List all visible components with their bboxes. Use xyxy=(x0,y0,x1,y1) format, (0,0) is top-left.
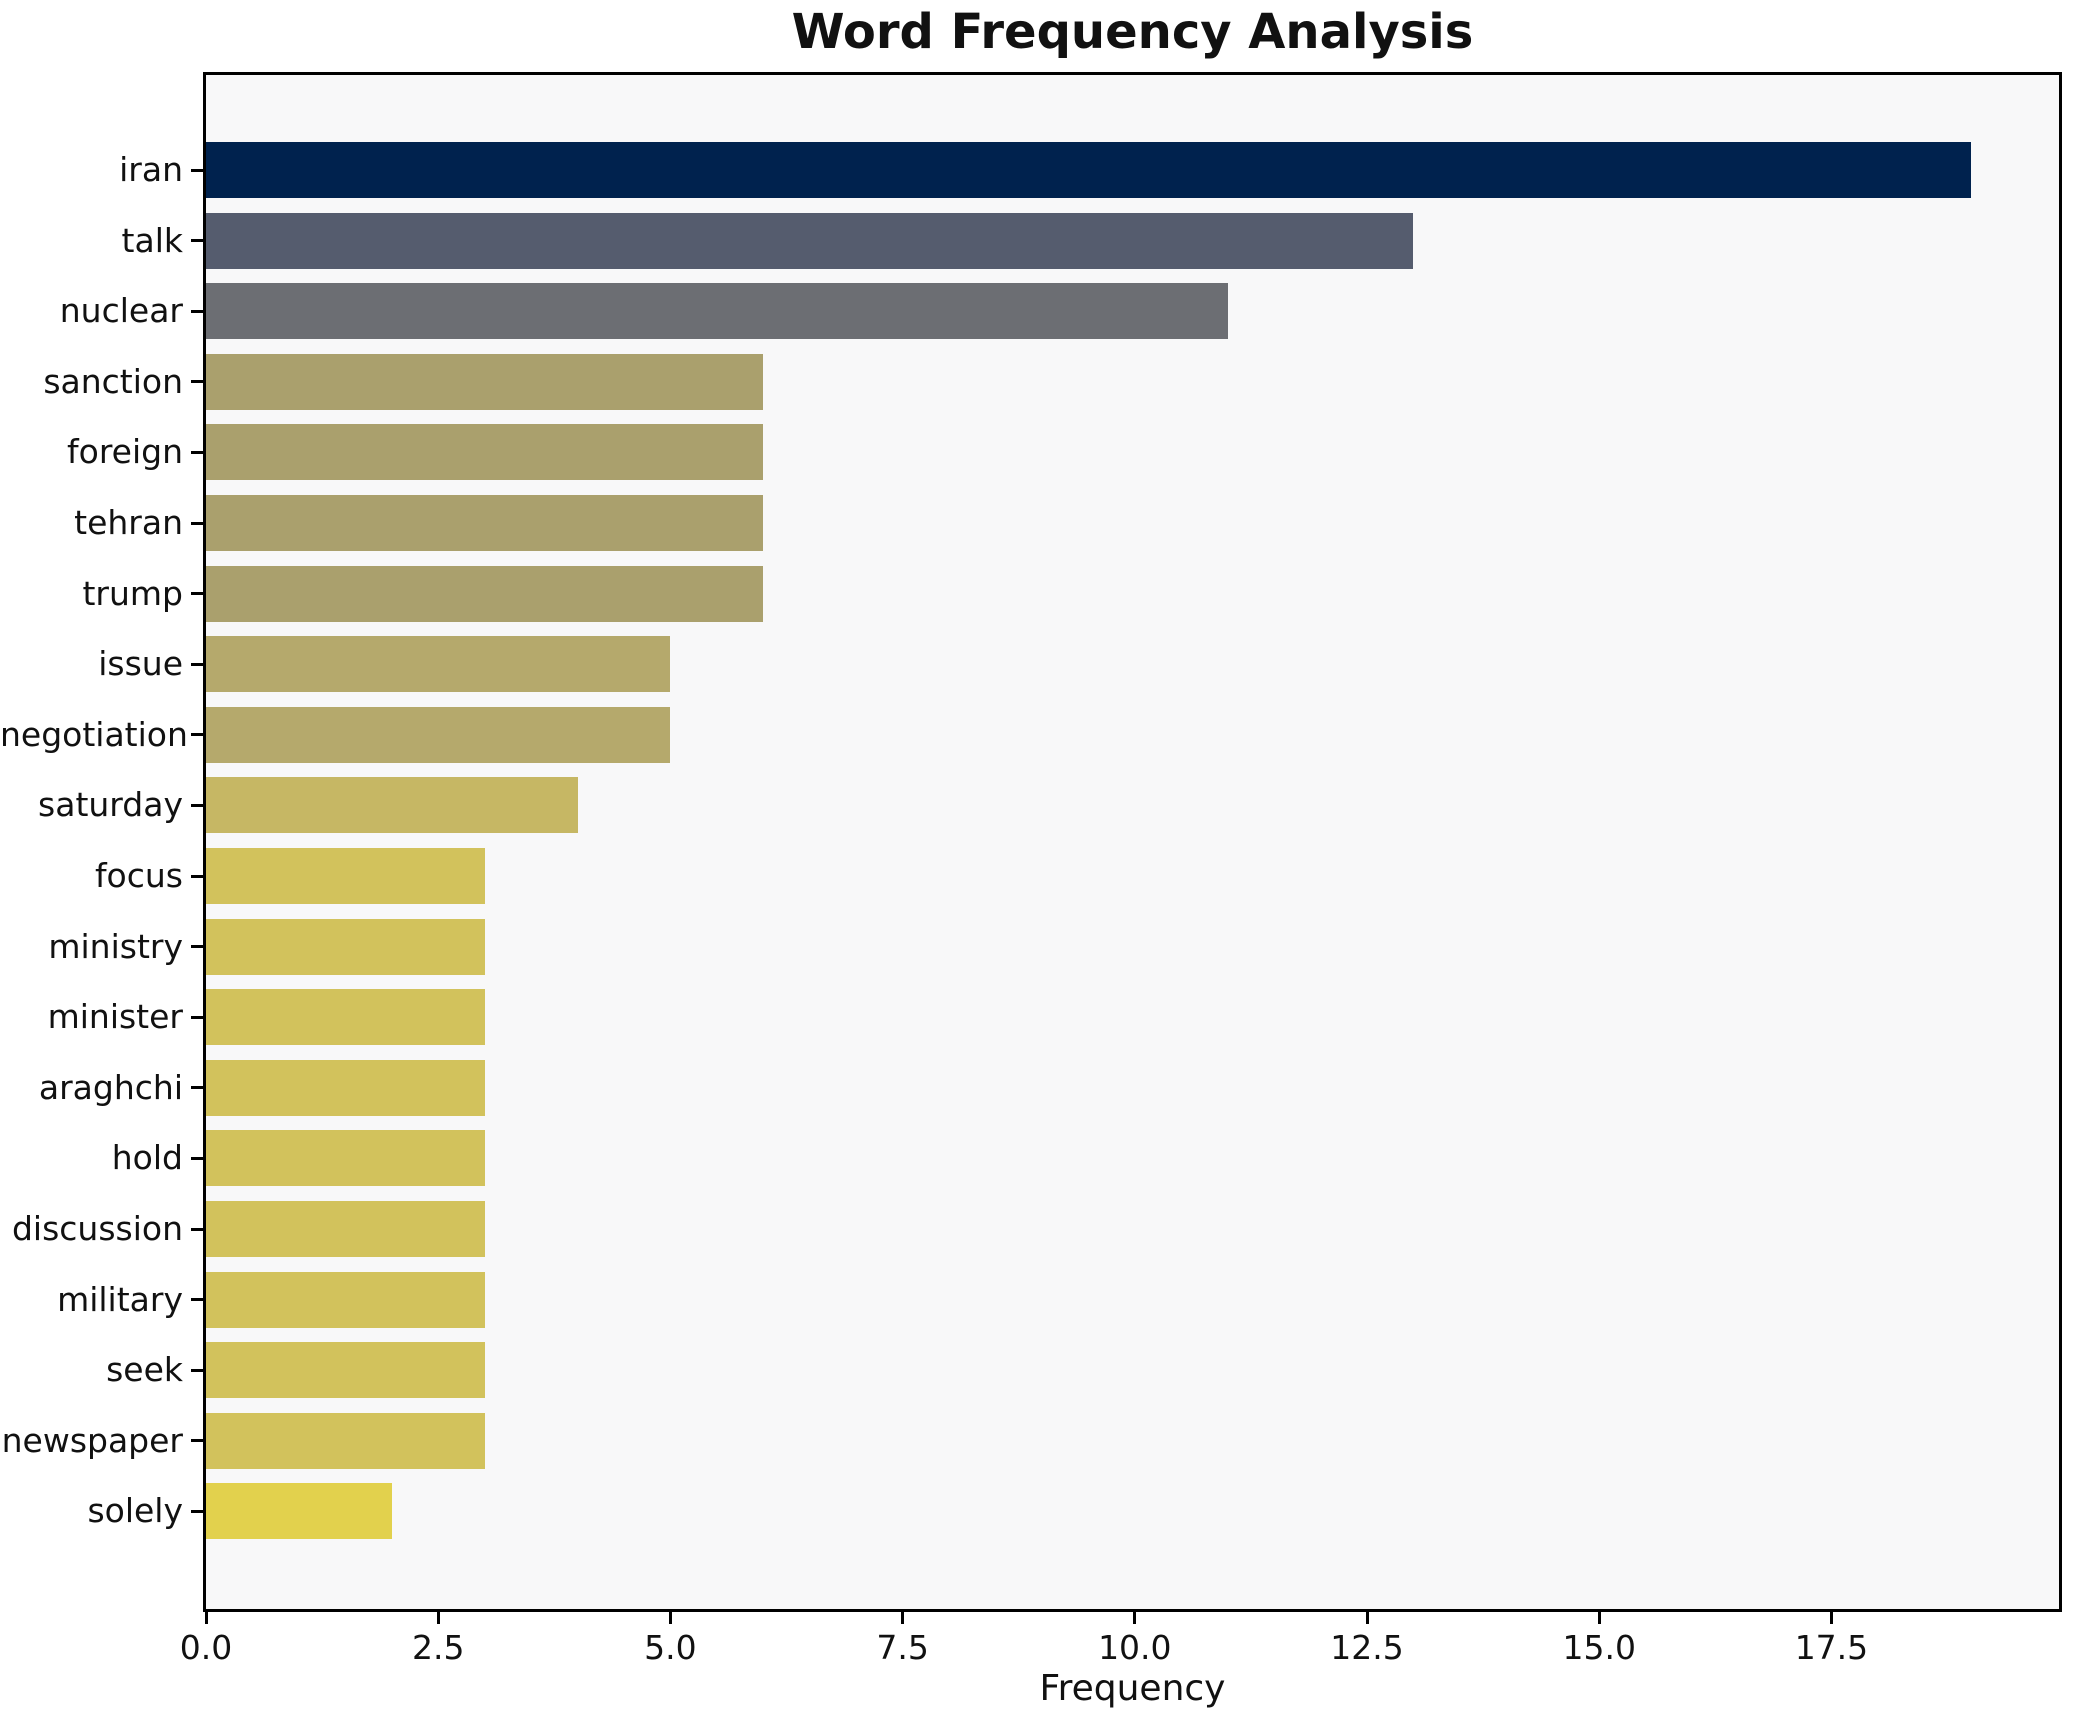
y-tick-mark xyxy=(191,380,203,384)
y-tick-label-solely: solely xyxy=(87,1491,183,1531)
bar-nuclear xyxy=(206,283,1228,340)
bar-iran xyxy=(206,142,1971,198)
x-tick-mark xyxy=(1597,1612,1601,1624)
y-tick-mark xyxy=(191,1227,203,1231)
y-tick-mark xyxy=(191,1368,203,1372)
y-tick-mark xyxy=(191,1156,203,1160)
y-tick-label-iran: iran xyxy=(119,150,183,189)
y-tick-label-foreign: foreign xyxy=(67,432,183,472)
x-tick-mark xyxy=(1133,1612,1137,1624)
x-tick-mark xyxy=(1365,1612,1369,1624)
y-tick-mark xyxy=(191,309,203,313)
y-tick-mark xyxy=(191,1015,203,1019)
y-tick-mark xyxy=(191,1439,203,1443)
y-tick-label-discussion: discussion xyxy=(11,1209,183,1248)
bar-focus xyxy=(206,848,485,904)
bar-araghchi xyxy=(206,1059,485,1116)
y-tick-mark xyxy=(191,521,203,525)
y-tick-label-saturday: saturday xyxy=(38,785,183,825)
x-tick-label-0.0: 0.0 xyxy=(179,1628,233,1667)
bar-trump xyxy=(206,565,764,622)
bar-tehran xyxy=(206,495,764,551)
y-tick-mark xyxy=(191,662,203,666)
y-tick-mark xyxy=(191,168,203,172)
bar-discussion xyxy=(206,1201,485,1257)
bar-ministry xyxy=(206,918,485,975)
x-tick-label-10.0: 10.0 xyxy=(1098,1628,1172,1667)
x-tick-label-17.5: 17.5 xyxy=(1794,1628,1869,1667)
y-tick-mark xyxy=(191,1509,203,1513)
y-tick-mark xyxy=(191,945,203,949)
y-tick-label-talk: talk xyxy=(121,220,183,260)
y-tick-label-trump: trump xyxy=(82,573,183,613)
y-tick-mark xyxy=(191,1086,203,1090)
y-tick-label-nuclear: nuclear xyxy=(59,291,183,331)
chart-title: Word Frequency Analysis xyxy=(791,4,1474,60)
bar-seek xyxy=(206,1342,485,1399)
bar-foreign xyxy=(206,424,764,481)
bar-newspaper xyxy=(206,1412,485,1469)
x-tick-label-2.5: 2.5 xyxy=(411,1628,465,1667)
y-tick-label-hold: hold xyxy=(111,1138,183,1178)
bar-solely xyxy=(206,1483,392,1540)
x-tick-label-15.0: 15.0 xyxy=(1562,1628,1636,1667)
y-tick-mark xyxy=(191,592,203,596)
y-tick-label-military: military xyxy=(57,1279,183,1319)
y-tick-label-negotiation: negotiation xyxy=(0,714,188,754)
y-tick-label-sanction: sanction xyxy=(43,361,183,401)
bar-hold xyxy=(206,1130,485,1187)
y-tick-label-seek: seek xyxy=(106,1350,183,1390)
bar-saturday xyxy=(206,777,578,834)
bar-negotiation xyxy=(206,706,671,763)
x-tick-mark xyxy=(1829,1612,1833,1624)
y-tick-mark xyxy=(191,803,203,807)
plot-area xyxy=(203,72,2062,1612)
y-tick-label-focus: focus xyxy=(94,856,183,895)
x-tick-label-12.5: 12.5 xyxy=(1330,1628,1404,1667)
bar-issue xyxy=(206,636,671,693)
x-axis-label: Frequency xyxy=(1039,1668,1226,1709)
bar-talk xyxy=(206,212,1414,269)
y-tick-label-minister: minister xyxy=(47,997,183,1037)
x-tick-label-7.5: 7.5 xyxy=(876,1628,929,1667)
x-tick-mark xyxy=(436,1612,440,1624)
y-tick-mark xyxy=(191,874,203,878)
y-tick-label-araghchi: araghchi xyxy=(38,1067,183,1107)
y-tick-label-issue: issue xyxy=(98,644,183,684)
y-tick-label-newspaper: newspaper xyxy=(1,1420,183,1460)
x-tick-mark xyxy=(668,1612,672,1624)
y-tick-label-tehran: tehran xyxy=(74,503,183,542)
y-tick-mark xyxy=(191,1298,203,1302)
y-tick-label-ministry: ministry xyxy=(48,926,183,966)
bar-minister xyxy=(206,989,485,1046)
y-tick-mark xyxy=(191,239,203,243)
x-tick-label-5.0: 5.0 xyxy=(644,1628,697,1667)
x-tick-mark xyxy=(901,1612,905,1624)
bar-sanction xyxy=(206,353,764,410)
y-tick-mark xyxy=(191,450,203,454)
x-tick-mark xyxy=(204,1612,208,1624)
bar-military xyxy=(206,1271,485,1328)
y-tick-mark xyxy=(191,733,203,737)
